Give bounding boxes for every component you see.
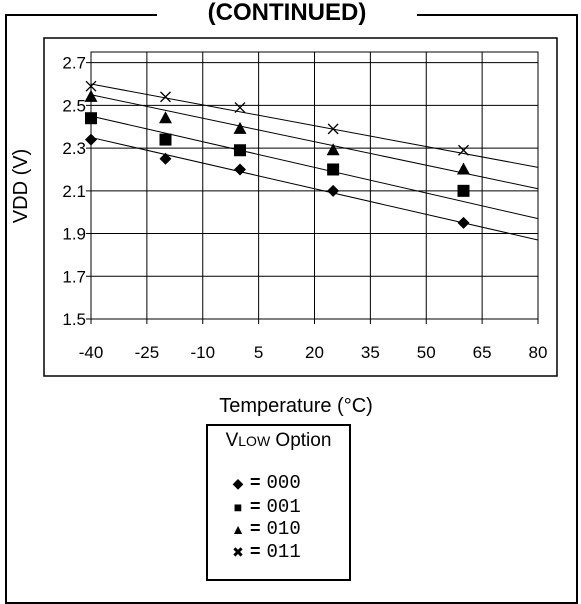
chart-area-border (43, 37, 558, 377)
data-point-001 (85, 112, 97, 125)
y-axis-label: VDD (V) (10, 149, 32, 223)
data-point-001 (159, 133, 172, 146)
legend-code: 010 (266, 518, 301, 540)
figure-title-fragment: (CONTINUED) (157, 0, 417, 28)
y-tick-label: 2.7 (62, 54, 86, 73)
data-point-010 (457, 162, 470, 175)
legend-code: 000 (266, 472, 301, 494)
legend-code: 011 (266, 541, 301, 563)
x-axis-label: Temperature (°C) (219, 395, 373, 417)
y-tick-label: 1.5 (62, 310, 86, 329)
x-tick-label: 80 (529, 343, 548, 362)
series-line-001 (90, 115, 539, 220)
series-line-011 (90, 83, 539, 168)
legend-code: 001 (266, 496, 301, 518)
data-point-011 (85, 80, 97, 92)
data-point-010 (233, 121, 247, 134)
diamond-marker-icon: ◆ (232, 475, 244, 491)
x-tick-label: -40 (79, 343, 104, 362)
data-point-001 (457, 184, 470, 197)
data-point-011 (234, 102, 246, 113)
data-point-011 (458, 144, 469, 156)
data-point-001 (327, 163, 340, 176)
legend: VLOW Option ◆ = 000 ■ = 001 ▲ = 010 ✖ = 011 (206, 424, 351, 581)
data-point-011 (160, 91, 171, 103)
data-point-010 (84, 89, 98, 102)
data-point-010 (326, 143, 340, 156)
data-point-000 (327, 184, 340, 197)
y-tick-label: 1.7 (62, 267, 86, 286)
x-tick-label: 65 (473, 343, 492, 362)
x-tick-label: 50 (417, 343, 436, 362)
x-tick-label: 35 (361, 343, 380, 362)
y-tick-label: 2.5 (62, 96, 86, 115)
data-point-010 (159, 111, 172, 124)
x-tick-label: -10 (190, 343, 215, 362)
x-tick-label: 20 (305, 343, 324, 362)
x-marker-icon: ✖ (232, 544, 244, 560)
legend-item-000: ◆ = 000 (230, 470, 301, 494)
legend-item-001: ■ = 001 (230, 494, 301, 518)
legend-item-010: ▲ = 010 (231, 518, 301, 540)
y-tick-label: 2.1 (62, 182, 86, 201)
x-tick-label: -25 (135, 343, 160, 362)
data-point-001 (234, 144, 246, 157)
legend-title: VLOW Option (225, 430, 332, 451)
data-point-000 (85, 133, 97, 146)
x-tick-label: 5 (254, 343, 263, 362)
data-point-000 (159, 152, 172, 165)
square-marker-icon: ■ (233, 499, 243, 515)
legend-item-011: ✖ = 011 (230, 539, 301, 563)
data-point-011 (327, 123, 339, 135)
data-point-000 (457, 216, 470, 229)
y-tick-label: 1.9 (62, 225, 86, 244)
triangle-marker-icon: ▲ (231, 521, 245, 537)
y-tick-label: 2.3 (62, 139, 86, 158)
data-point-000 (234, 163, 246, 176)
